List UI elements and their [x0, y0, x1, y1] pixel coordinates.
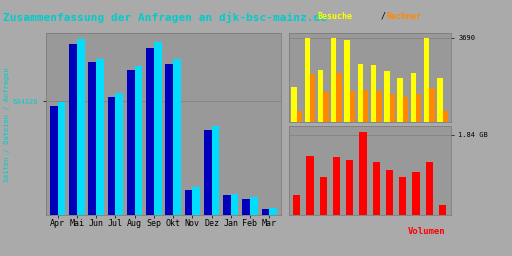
Bar [193, 187, 200, 215]
Bar [293, 195, 301, 215]
Text: Volumen: Volumen [408, 227, 445, 236]
Bar [376, 91, 381, 122]
Bar [108, 97, 115, 215]
Y-axis label: Seiten / Dateien / Anfragen: Seiten / Dateien / Anfragen [4, 67, 10, 182]
Bar [384, 71, 390, 122]
Bar [336, 73, 342, 122]
Bar [296, 111, 302, 122]
Bar [430, 88, 435, 122]
Bar [346, 160, 353, 215]
Bar [250, 197, 258, 215]
Bar [333, 157, 340, 215]
Bar [223, 195, 231, 215]
Bar [115, 93, 123, 215]
Bar [358, 64, 363, 122]
Bar [416, 94, 421, 122]
Bar [242, 199, 250, 215]
Bar [442, 111, 448, 122]
Bar [89, 62, 96, 215]
Bar [397, 78, 403, 122]
Bar [262, 209, 269, 215]
Bar [386, 170, 393, 215]
Text: /: / [376, 12, 391, 20]
Bar [146, 48, 154, 215]
Bar [306, 156, 313, 215]
Bar [173, 59, 181, 215]
Bar [204, 130, 211, 215]
Bar [305, 38, 310, 122]
Bar [185, 190, 193, 215]
Bar [127, 70, 135, 215]
Bar [371, 65, 376, 122]
Bar [439, 205, 446, 215]
Bar [165, 64, 173, 215]
Bar [77, 39, 84, 215]
Text: Zusammenfassung der Anfragen an djk-bsc-mainz.de: Zusammenfassung der Anfragen an djk-bsc-… [3, 12, 327, 23]
Bar [437, 78, 442, 122]
Bar [319, 177, 327, 215]
Bar [424, 38, 430, 122]
Bar [350, 91, 355, 122]
Bar [331, 38, 336, 122]
Bar [310, 74, 315, 122]
Text: Besuche: Besuche [317, 12, 352, 20]
Bar [211, 126, 219, 215]
Bar [154, 42, 161, 215]
Bar [323, 92, 329, 122]
Bar [50, 106, 58, 215]
Bar [359, 132, 367, 215]
Bar [425, 163, 433, 215]
Bar [318, 70, 323, 122]
Bar [69, 44, 77, 215]
Bar [373, 162, 380, 215]
Bar [96, 59, 104, 215]
Bar [345, 40, 350, 122]
Bar [403, 97, 408, 122]
Bar [413, 172, 420, 215]
Bar [363, 90, 368, 122]
Bar [231, 194, 239, 215]
Bar [269, 208, 277, 215]
Text: Rechner: Rechner [387, 12, 421, 20]
Bar [390, 94, 395, 122]
Bar [135, 66, 142, 215]
Bar [291, 87, 296, 122]
Bar [58, 102, 66, 215]
Bar [411, 73, 416, 122]
Bar [399, 177, 407, 215]
